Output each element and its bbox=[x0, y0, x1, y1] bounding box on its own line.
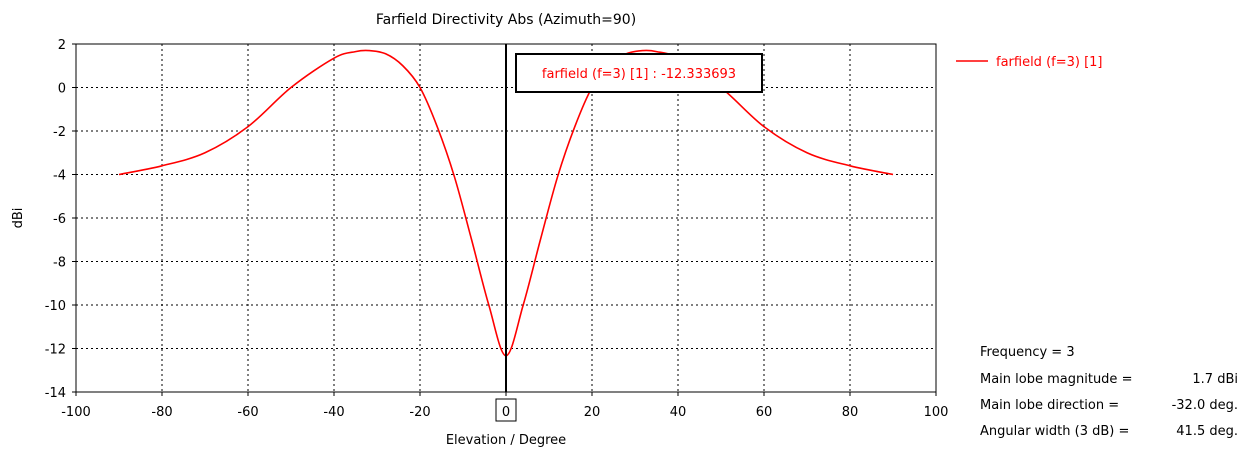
info-direction-value: -32.0 deg. bbox=[1171, 398, 1238, 413]
info-main-lobe-magnitude: Main lobe magnitude = 1.7 dBi bbox=[980, 372, 1238, 387]
info-magnitude-label: Main lobe magnitude = bbox=[980, 372, 1133, 387]
y-tick-label: 2 bbox=[58, 38, 66, 53]
x-tick-label: 40 bbox=[670, 405, 687, 420]
info-magnitude-value: 1.7 dBi bbox=[1192, 372, 1238, 387]
info-angular-width-label: Angular width (3 dB) = bbox=[980, 424, 1130, 439]
marker-value-label: farfield (f=3) [1] : -12.333693 bbox=[542, 67, 736, 82]
x-tick-label: 60 bbox=[756, 405, 773, 420]
x-tick-label: -80 bbox=[151, 405, 172, 420]
info-frequency: Frequency = 3 bbox=[980, 345, 1075, 360]
chart-title: Farfield Directivity Abs (Azimuth=90) bbox=[376, 12, 636, 28]
x-tick-label: 80 bbox=[842, 405, 859, 420]
info-frequency-label: Frequency = 3 bbox=[980, 345, 1075, 360]
x-axis-label: Elevation / Degree bbox=[446, 433, 566, 448]
y-tick-label: -2 bbox=[53, 125, 66, 140]
x-tick-label: -40 bbox=[323, 405, 344, 420]
info-main-lobe-direction: Main lobe direction = -32.0 deg. bbox=[980, 398, 1238, 413]
y-tick-label: -4 bbox=[53, 169, 66, 184]
marker-x-label: 0 bbox=[502, 405, 510, 420]
info-angular-width: Angular width (3 dB) = 41.5 deg. bbox=[980, 424, 1238, 439]
marker-x-box bbox=[495, 398, 517, 422]
legend-label-farfield: farfield (f=3) [1] bbox=[996, 55, 1103, 70]
y-tick-label: -8 bbox=[53, 256, 66, 271]
x-tick-label: -20 bbox=[409, 405, 430, 420]
marker-value-box bbox=[515, 53, 763, 93]
y-tick-label: -10 bbox=[45, 299, 66, 314]
y-tick-label: -12 bbox=[45, 343, 66, 358]
y-tick-label: -6 bbox=[53, 212, 66, 227]
y-tick-label: -14 bbox=[45, 386, 66, 401]
x-tick-label: 100 bbox=[924, 405, 949, 420]
y-tick-label: 0 bbox=[58, 82, 66, 97]
x-tick-label: 20 bbox=[584, 405, 601, 420]
x-tick-label: -100 bbox=[61, 405, 91, 420]
y-axis-label: dBi bbox=[11, 208, 26, 229]
info-angular-width-value: 41.5 deg. bbox=[1176, 424, 1238, 439]
info-direction-label: Main lobe direction = bbox=[980, 398, 1120, 413]
x-tick-label: -60 bbox=[237, 405, 258, 420]
